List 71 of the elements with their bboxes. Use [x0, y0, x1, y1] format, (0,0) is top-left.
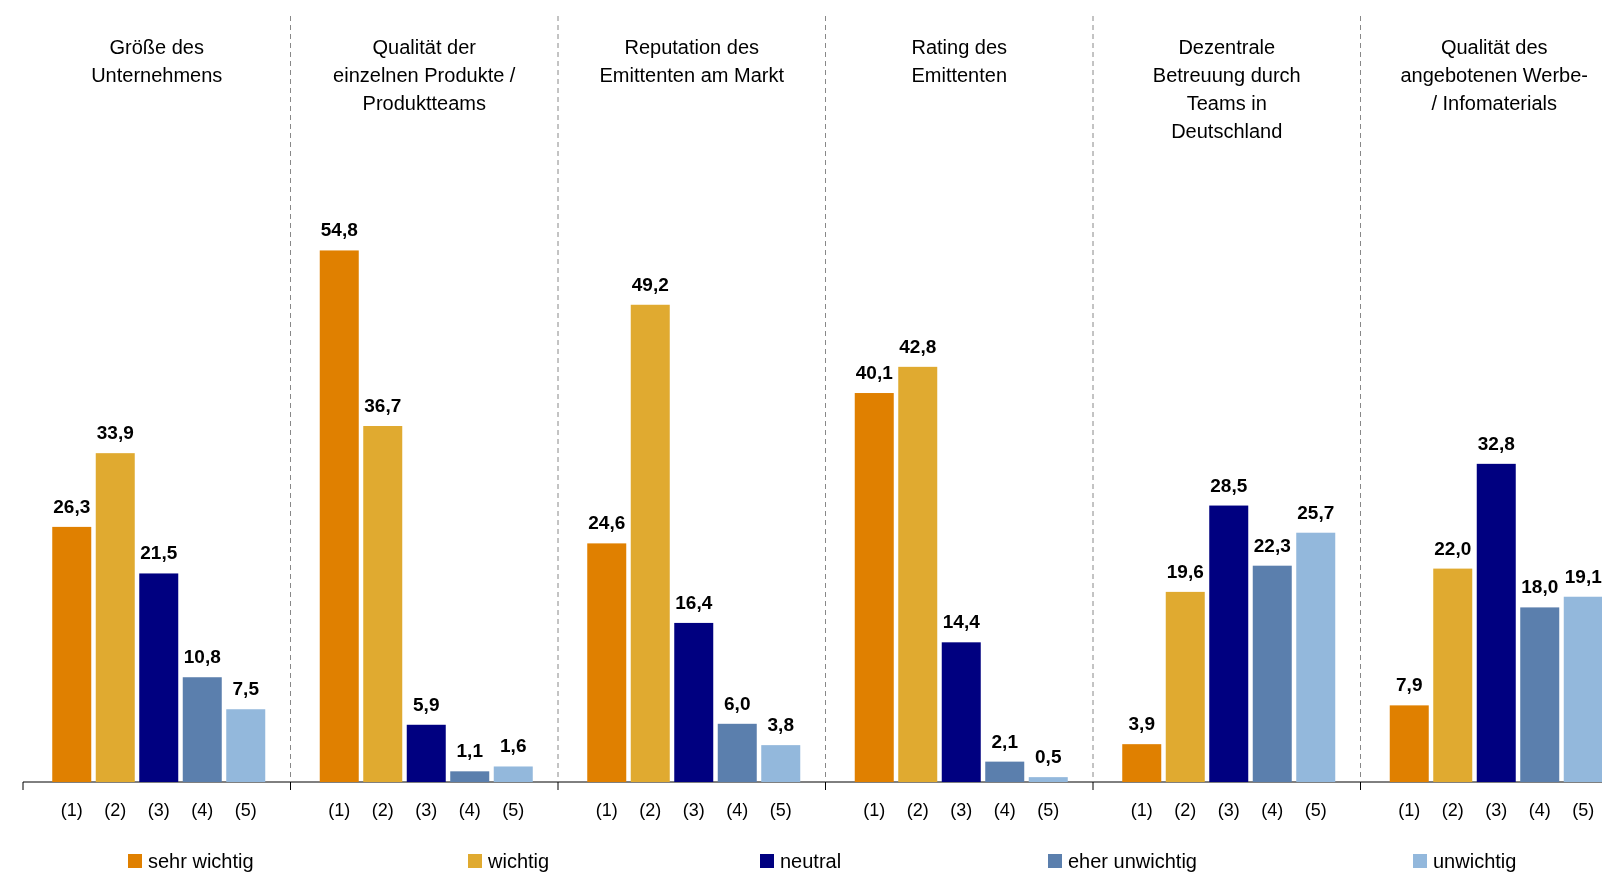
data-label: 5,9	[413, 693, 440, 715]
x-tick-label: (4)	[458, 800, 481, 820]
legend-label: eher unwichtig	[1068, 850, 1197, 872]
legend-label: sehr wichtig	[148, 850, 254, 872]
x-tick-label: (4)	[726, 800, 749, 820]
data-label: 2,1	[991, 730, 1019, 752]
legend-label: neutral	[780, 850, 842, 872]
x-tick-label: (1)	[595, 800, 618, 820]
data-label: 21,5	[140, 542, 178, 564]
data-label: 26,3	[53, 495, 91, 517]
data-label: 42,8	[899, 335, 937, 357]
x-tick-label: (2)	[1174, 800, 1197, 820]
x-tick-label: (2)	[1441, 800, 1464, 820]
chart-title: Dezentrale Betreuung durch Teams in Deutschland	[1152, 36, 1301, 142]
x-tick-label: (4)	[191, 800, 214, 820]
data-label: 6,0	[724, 692, 751, 714]
x-tick-label: (3)	[682, 800, 705, 820]
data-label: 33,9	[96, 422, 134, 444]
x-tick-label: (1)	[863, 800, 886, 820]
x-tick-label: (4)	[1528, 800, 1551, 820]
x-tick-label: (2)	[104, 800, 127, 820]
chart-title: Qualität der einzelnen Produkte / Produktteams	[333, 36, 516, 114]
x-tick-label: (4)	[993, 800, 1016, 820]
data-label: 0,5	[1035, 746, 1062, 768]
data-label: 54,8	[320, 219, 358, 241]
data-label: 19,1	[1564, 565, 1603, 587]
data-label: 40,1	[855, 362, 894, 384]
chart-title: Rating des Emittenten	[911, 36, 1008, 86]
x-tick-label: (2)	[371, 800, 394, 820]
x-tick-label: (5)	[502, 800, 525, 820]
data-label: 19,6	[1166, 560, 1204, 582]
data-label: 32,8	[1477, 432, 1515, 454]
x-tick-label: (3)	[950, 800, 973, 820]
x-tick-label: (5)	[1304, 800, 1327, 820]
x-tick-label: (3)	[1485, 800, 1508, 820]
x-tick-label: (2)	[906, 800, 929, 820]
data-label: 7,5	[232, 678, 260, 700]
x-tick-label: (5)	[1037, 800, 1060, 820]
x-tick-label: (5)	[234, 800, 257, 820]
data-label: 18,0	[1521, 576, 1559, 598]
data-label: 16,4	[675, 591, 713, 613]
x-tick-label: (1)	[328, 800, 351, 820]
x-tick-label: (1)	[60, 800, 83, 820]
x-tick-label: (3)	[1217, 800, 1240, 820]
data-label: 14,4	[942, 611, 981, 633]
x-tick-label: (1)	[1398, 800, 1421, 820]
data-label: 28,5	[1210, 474, 1248, 496]
data-label: 24,6	[588, 512, 626, 534]
x-tick-label: (5)	[1572, 800, 1595, 820]
x-tick-label: (2)	[639, 800, 662, 820]
data-label: 1,1	[456, 740, 484, 762]
legend-label: unwichtig	[1433, 850, 1517, 872]
data-label: 22,0	[1434, 537, 1472, 559]
data-label: 1,6	[500, 735, 527, 757]
data-label: 7,9	[1396, 674, 1423, 696]
data-label: 22,3	[1253, 534, 1291, 556]
data-label: 3,8	[767, 714, 794, 736]
x-tick-label: (3)	[415, 800, 438, 820]
legend-label: wichtig	[487, 850, 550, 872]
data-label: 10,8	[183, 646, 221, 668]
x-tick-label: (4)	[1261, 800, 1284, 820]
data-label: 25,7	[1297, 501, 1335, 523]
data-label: 49,2	[631, 273, 669, 295]
data-label: 3,9	[1128, 713, 1155, 735]
data-label: 36,7	[364, 395, 402, 417]
chart-title: Größe des Unternehmens	[91, 36, 223, 86]
chart-title: Qualität des angebotenen Werbe- / Infomaterials	[1400, 36, 1589, 114]
x-tick-label: (3)	[147, 800, 170, 820]
x-tick-label: (5)	[769, 800, 792, 820]
x-tick-label: (1)	[1130, 800, 1153, 820]
chart-title: Reputation des Emittenten am Markt	[599, 36, 785, 86]
